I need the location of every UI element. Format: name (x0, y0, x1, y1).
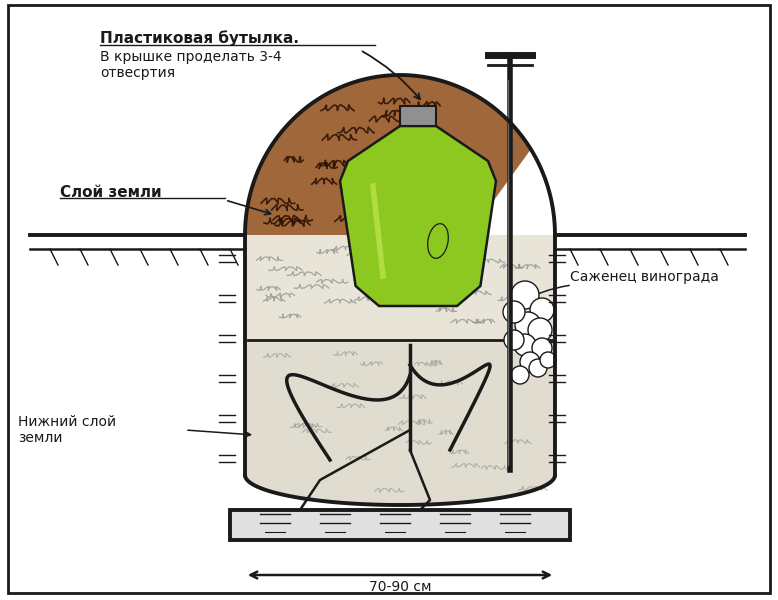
Polygon shape (245, 475, 555, 505)
Bar (245, 235, 555, 475)
Circle shape (511, 366, 529, 384)
Text: Нижний слой
земли: Нижний слой земли (18, 415, 116, 445)
Circle shape (529, 359, 547, 377)
Circle shape (504, 330, 524, 350)
Circle shape (503, 301, 525, 323)
Circle shape (532, 338, 552, 358)
Bar (230, 510, 570, 540)
Polygon shape (245, 75, 531, 255)
Circle shape (515, 312, 541, 338)
Circle shape (511, 281, 539, 309)
Text: В крышке проделать 3-4
отвесртия: В крышке проделать 3-4 отвесртия (100, 50, 282, 80)
Circle shape (514, 334, 536, 356)
Circle shape (540, 352, 556, 368)
Polygon shape (340, 126, 496, 306)
Circle shape (520, 352, 540, 372)
Text: Слой земли: Слой земли (60, 185, 162, 200)
Text: 70-90 см: 70-90 см (369, 580, 431, 594)
Polygon shape (400, 106, 436, 126)
Bar (245, 340, 555, 475)
Polygon shape (245, 75, 555, 235)
Text: Саженец винограда: Саженец винограда (570, 270, 719, 284)
Text: Пластиковая бутылка.: Пластиковая бутылка. (100, 30, 299, 46)
Bar (245, 235, 555, 340)
Polygon shape (245, 475, 555, 505)
Circle shape (528, 318, 552, 342)
Circle shape (530, 298, 554, 322)
